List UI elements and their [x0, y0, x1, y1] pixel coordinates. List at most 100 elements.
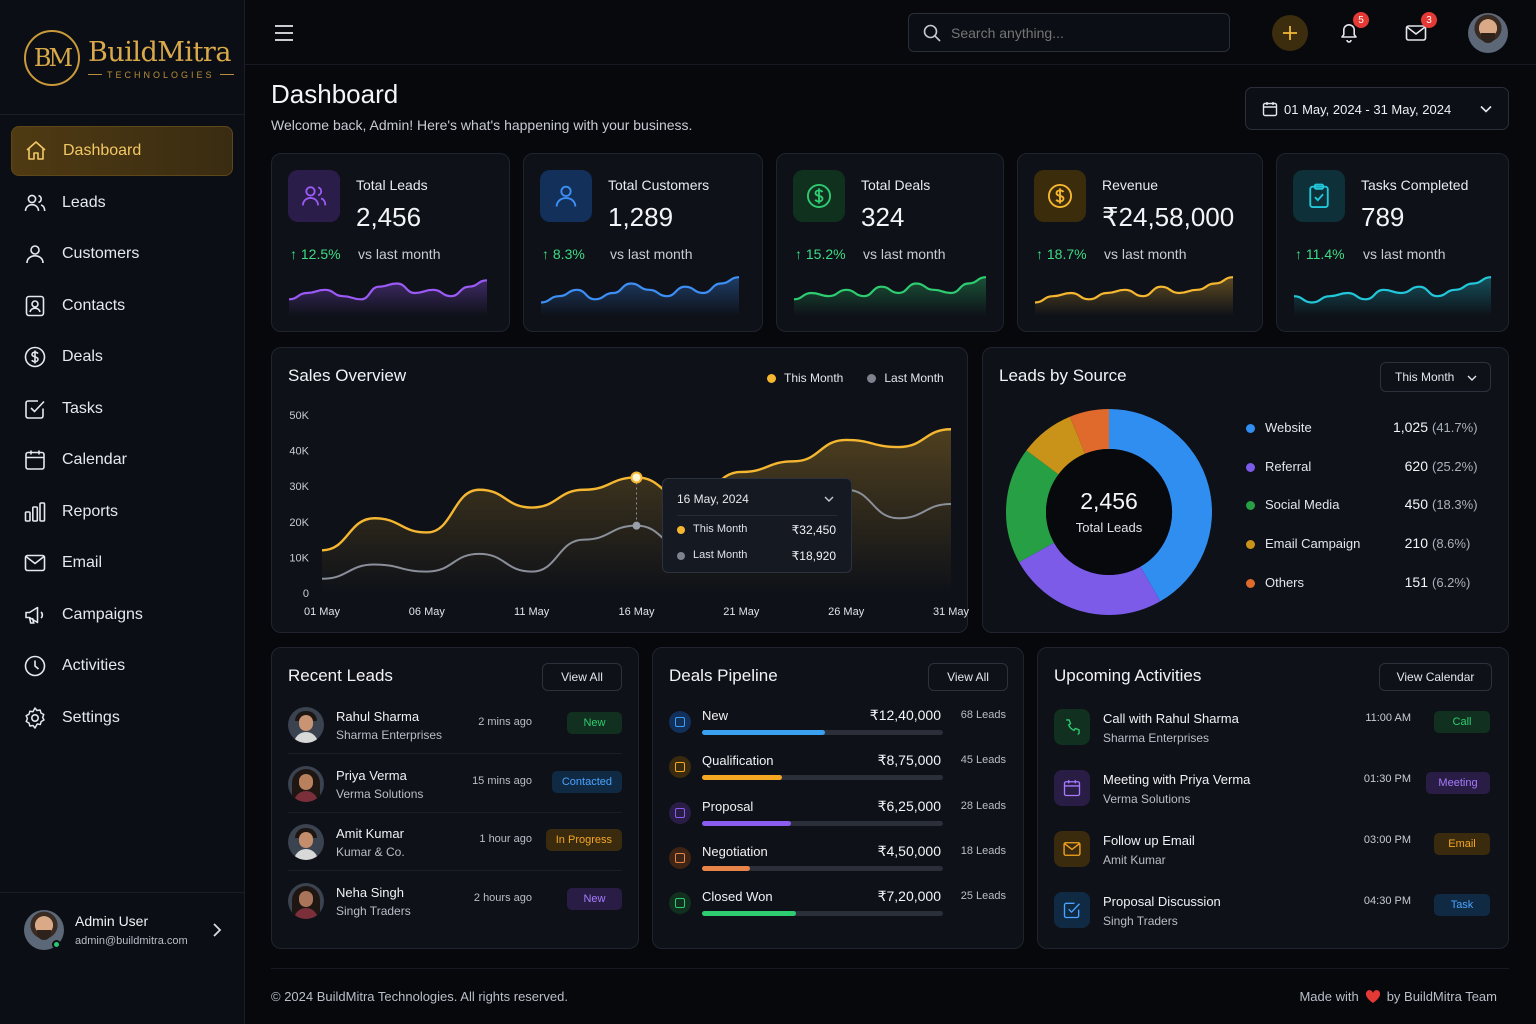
highlight-point-last-month [632, 521, 641, 530]
stat-card-total-leads[interactable]: Total Leads 2,456 ↑ 12.5% vs last month [271, 153, 510, 332]
sidebar-item-reports[interactable]: Reports [11, 487, 233, 537]
chevron-right-icon [213, 923, 222, 937]
donut-slice-email-campaign[interactable] [1026, 416, 1086, 476]
sidebar-item-label: Deals [62, 348, 103, 365]
sidebar-item-customers[interactable]: Customers [11, 229, 233, 279]
chart-tooltip: 16 May, 2024 This Month ₹32,450 Last Mon… [662, 478, 852, 573]
activity-icon-box [1054, 892, 1090, 928]
period-select-value: This Month [1395, 370, 1455, 384]
stat-card-total-customers[interactable]: Total Customers 1,289 ↑ 8.3% vs last mon… [523, 153, 763, 332]
activity-title: Follow up Email [1103, 833, 1195, 848]
lead-time: 2 hours ago [473, 891, 532, 904]
user-profile[interactable]: Admin User admin@buildmitra.com [24, 910, 224, 950]
search-box[interactable] [908, 13, 1230, 52]
sparkline [1034, 276, 1234, 316]
sidebar-item-email[interactable]: Email [11, 538, 233, 588]
sidebar-item-tasks[interactable]: Tasks [11, 384, 233, 434]
period-select[interactable]: This Month [1380, 362, 1491, 392]
stat-change: ↑ 15.2% [795, 246, 846, 262]
stage-name: New [702, 708, 729, 723]
leads-by-source-title: Leads by Source [999, 366, 1127, 385]
contact-card-icon [25, 295, 45, 316]
donut-slice-social-media[interactable] [1006, 450, 1059, 563]
stage-leads: 68 Leads [960, 709, 1006, 721]
y-tick-label: 50K [289, 410, 309, 422]
footer-divider [271, 968, 1509, 969]
status-badge: In Progress [545, 829, 622, 851]
top-avatar[interactable] [1468, 13, 1508, 53]
leads-donut-chart[interactable] [1003, 406, 1215, 618]
menu-icon[interactable] [274, 24, 294, 42]
avatar [288, 882, 324, 919]
legend-value: 1,025 [1392, 419, 1428, 435]
stat-label: Total Deals [861, 177, 931, 193]
stage-amount: ₹4,50,000 [877, 842, 941, 859]
activity-subtitle: Amit Kumar [1103, 853, 1166, 867]
stage-name: Proposal [702, 798, 754, 814]
donut-slice-website[interactable] [1108, 409, 1212, 602]
stage-icon [669, 801, 691, 824]
avatar [288, 824, 324, 860]
calendar-icon [1063, 780, 1081, 797]
sidebar-item-deals[interactable]: Deals [11, 332, 233, 382]
home-icon [26, 141, 46, 160]
heart-icon [1365, 989, 1380, 1003]
stage-amount: ₹7,20,000 [877, 888, 941, 905]
y-tick-label: 30K [289, 481, 309, 493]
sidebar-divider [0, 114, 245, 115]
view-calendar-button[interactable]: View Calendar [1379, 663, 1492, 691]
stat-comparison: vs last month [1104, 246, 1187, 262]
chart-legend: This Month Last Month [767, 371, 944, 385]
donut-slice-others[interactable] [1069, 409, 1110, 454]
sidebar-item-campaigns[interactable]: Campaigns [11, 590, 233, 640]
activity-title: Proposal Discussion [1103, 894, 1221, 909]
sidebar-item-dashboard[interactable]: Dashboard [11, 126, 233, 176]
notifications-button[interactable]: 5 [1337, 12, 1369, 49]
checkbox-icon [1063, 902, 1080, 919]
sales-line-chart[interactable]: 0 10K 20K 30K 40K 50K 01 May 06 May 11 May 16 May… [272, 348, 969, 634]
date-range-picker[interactable]: 01 May, 2024 - 31 May, 2024 [1245, 87, 1509, 130]
calendar-icon [25, 450, 45, 470]
search-input[interactable] [951, 22, 1211, 44]
legend-percent: (6.2%) [1432, 574, 1471, 590]
message-count-badge: 3 [1421, 12, 1437, 28]
stat-card-revenue[interactable]: Revenue ₹24,58,000 ↑ 18.7% vs last month [1017, 153, 1263, 332]
stat-change: ↑ 8.3% [542, 246, 585, 262]
user-name: Admin User [75, 913, 149, 929]
stat-card-tasks-completed[interactable]: Tasks Completed 789 ↑ 11.4% vs last mont… [1276, 153, 1509, 332]
sidebar-item-calendar[interactable]: Calendar [11, 435, 233, 485]
sidebar-item-activities[interactable]: Activities [11, 641, 233, 691]
stage-progress-fill [702, 775, 782, 781]
activity-icon-box [1054, 709, 1090, 745]
x-tick-label: 01 May [304, 606, 341, 618]
stage-name: Qualification [702, 753, 774, 769]
stage-icon [669, 846, 691, 869]
stat-value: 2,456 [356, 202, 422, 232]
x-tick-label: 26 May [828, 606, 865, 618]
activity-time: 01:30 PM [1363, 773, 1411, 785]
users-icon [301, 186, 327, 206]
topbar: 5 3 [245, 0, 1536, 65]
sidebar-item-settings[interactable]: Settings [11, 693, 233, 743]
footer-copyright: © 2024 BuildMitra Technologies. All righ… [271, 989, 568, 1004]
view-all-leads-button[interactable]: View All [542, 663, 622, 691]
brand-logo[interactable]: BM BuildMitra TECHNOLOGIES [24, 30, 234, 86]
view-all-deals-button[interactable]: View All [928, 663, 1008, 691]
stat-icon-box [793, 170, 845, 222]
sidebar-item-contacts[interactable]: Contacts [11, 281, 233, 331]
page-title: Dashboard [271, 79, 399, 109]
messages-button[interactable]: 3 [1404, 12, 1437, 49]
sidebar-item-leads[interactable]: Leads [11, 178, 233, 228]
stat-comparison: vs last month [610, 246, 693, 262]
row-divider [288, 870, 622, 871]
add-button[interactable] [1272, 15, 1308, 51]
page-subtitle: Welcome back, Admin! Here's what's happe… [271, 117, 693, 133]
arrow-up-icon: ↑ [290, 246, 301, 262]
stage-progress-track [702, 775, 943, 781]
donut-slice-referral[interactable] [1019, 542, 1161, 615]
gear-icon [25, 706, 45, 729]
stat-card-total-deals[interactable]: Total Deals 324 ↑ 15.2% vs last month [776, 153, 1004, 332]
series-line-this-month [321, 428, 952, 552]
user-email: admin@buildmitra.com [75, 935, 188, 947]
stat-change: ↑ 11.4% [1295, 246, 1345, 262]
